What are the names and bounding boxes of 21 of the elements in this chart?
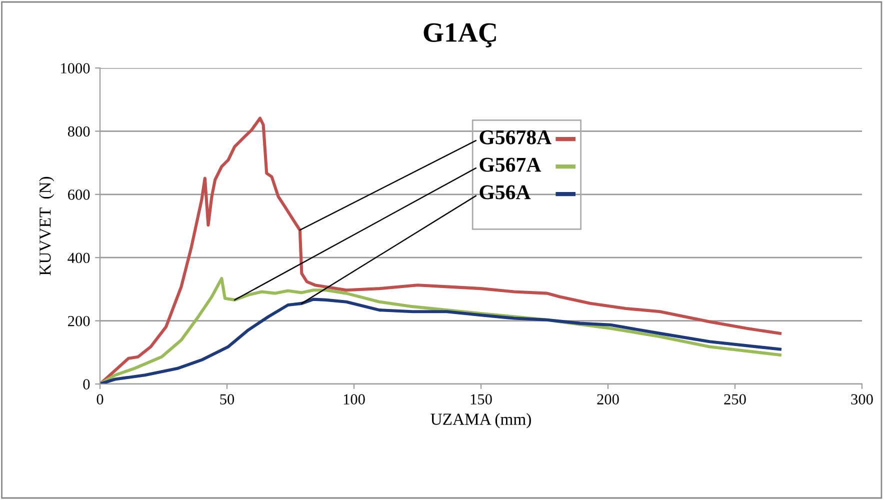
x-tick-label: 200 xyxy=(597,394,619,404)
chart-title: G1AÇ xyxy=(424,23,496,48)
x-tick-label: 100 xyxy=(344,394,365,404)
legend-label: G567A xyxy=(480,158,542,172)
y-axis-title: KUVVET (N) xyxy=(39,176,54,276)
y-tick-label: 600 xyxy=(68,190,90,200)
legend-label: G56A xyxy=(480,185,531,200)
x-tick-label: 0 xyxy=(96,394,104,404)
line-series xyxy=(100,298,782,384)
y-tick-label: 400 xyxy=(68,252,90,264)
x-axis-title: UZAMA (mm) xyxy=(430,413,531,428)
x-tick-label: 250 xyxy=(724,394,746,404)
x-tick-label: 300 xyxy=(851,394,873,404)
y-tick-label: 0 xyxy=(83,379,90,390)
y-tick-label: 200 xyxy=(68,316,90,326)
x-tick-label: 150 xyxy=(470,394,492,404)
legend-label: G5678A xyxy=(480,130,552,144)
y-tick-label: 800 xyxy=(68,126,90,137)
line-series xyxy=(100,116,782,384)
y-tick-label: 1000 xyxy=(61,63,90,74)
x-tick-label: 50 xyxy=(220,394,234,404)
